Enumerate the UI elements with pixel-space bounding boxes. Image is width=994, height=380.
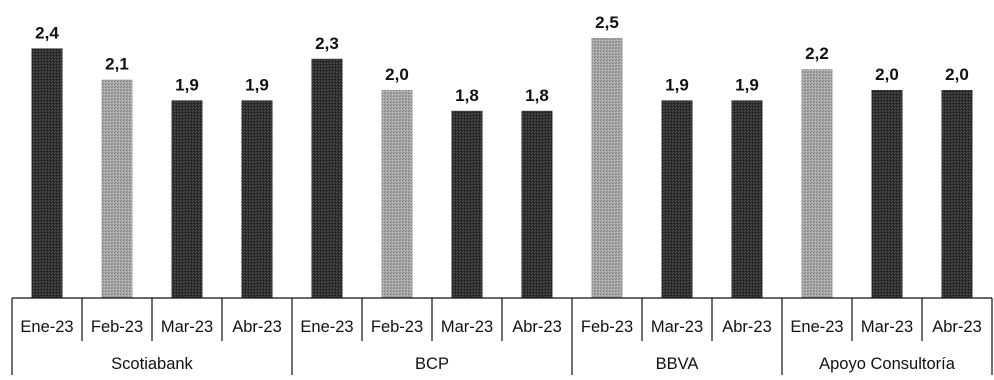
x-tick-label: Mar-23 — [861, 318, 913, 336]
bar — [591, 38, 623, 298]
data-label: 1,9 — [175, 75, 199, 94]
bar — [661, 100, 693, 299]
data-label: 1,9 — [665, 75, 689, 94]
group-label: Scotiabank — [111, 355, 193, 373]
bar — [241, 100, 273, 299]
x-tick-label: Mar-23 — [651, 318, 703, 336]
x-tick-label: Ene-23 — [20, 318, 73, 336]
data-label: 1,8 — [525, 86, 549, 105]
x-tick-label: Mar-23 — [161, 318, 213, 336]
data-label: 1,8 — [455, 86, 479, 105]
group-label: BBVA — [656, 355, 699, 373]
bar — [311, 58, 343, 298]
data-label: 2,0 — [875, 65, 899, 84]
bar — [381, 90, 413, 298]
bars-layer: 2,4 2,1 1,9 1,9 2,3 2,0 1,8 1,8 2,5 1,9 1,9 2,2 2,0 2… — [31, 13, 973, 299]
x-tick-label: Feb-23 — [371, 318, 423, 336]
bar — [731, 100, 763, 299]
data-label: 2,0 — [945, 65, 969, 84]
x-tick-label: Mar-23 — [441, 318, 493, 336]
bar — [101, 79, 133, 298]
x-tick-label: Feb-23 — [91, 318, 143, 336]
group-label: BCP — [415, 355, 449, 373]
bar — [171, 100, 203, 299]
x-tick-label: Ene-23 — [300, 318, 353, 336]
data-label: 2,4 — [35, 23, 59, 42]
x-tick-label: Abr-23 — [512, 318, 562, 336]
bar — [31, 48, 63, 299]
x-tick-label: Ene-23 — [790, 318, 843, 336]
bar — [521, 110, 553, 298]
category-axis: Ene-23 Feb-23 Mar-23 Abr-23 Ene-23 Feb-23 Mar-… — [11, 297, 993, 375]
data-label: 1,9 — [245, 75, 269, 94]
bar — [941, 90, 973, 298]
x-tick-label: Abr-23 — [932, 318, 982, 336]
x-tick-label: Abr-23 — [722, 318, 772, 336]
bar — [871, 90, 903, 298]
data-label: 2,2 — [805, 44, 829, 63]
data-label: 2,5 — [595, 13, 619, 32]
bar — [451, 110, 483, 298]
bar — [801, 69, 833, 298]
x-tick-label: Feb-23 — [581, 318, 633, 336]
group-label: Apoyo Consultoría — [819, 355, 956, 373]
data-label: 2,0 — [385, 65, 409, 84]
data-label: 1,9 — [735, 75, 759, 94]
x-tick-label: Abr-23 — [232, 318, 282, 336]
data-label: 2,1 — [105, 55, 129, 74]
data-label: 2,3 — [315, 34, 339, 53]
